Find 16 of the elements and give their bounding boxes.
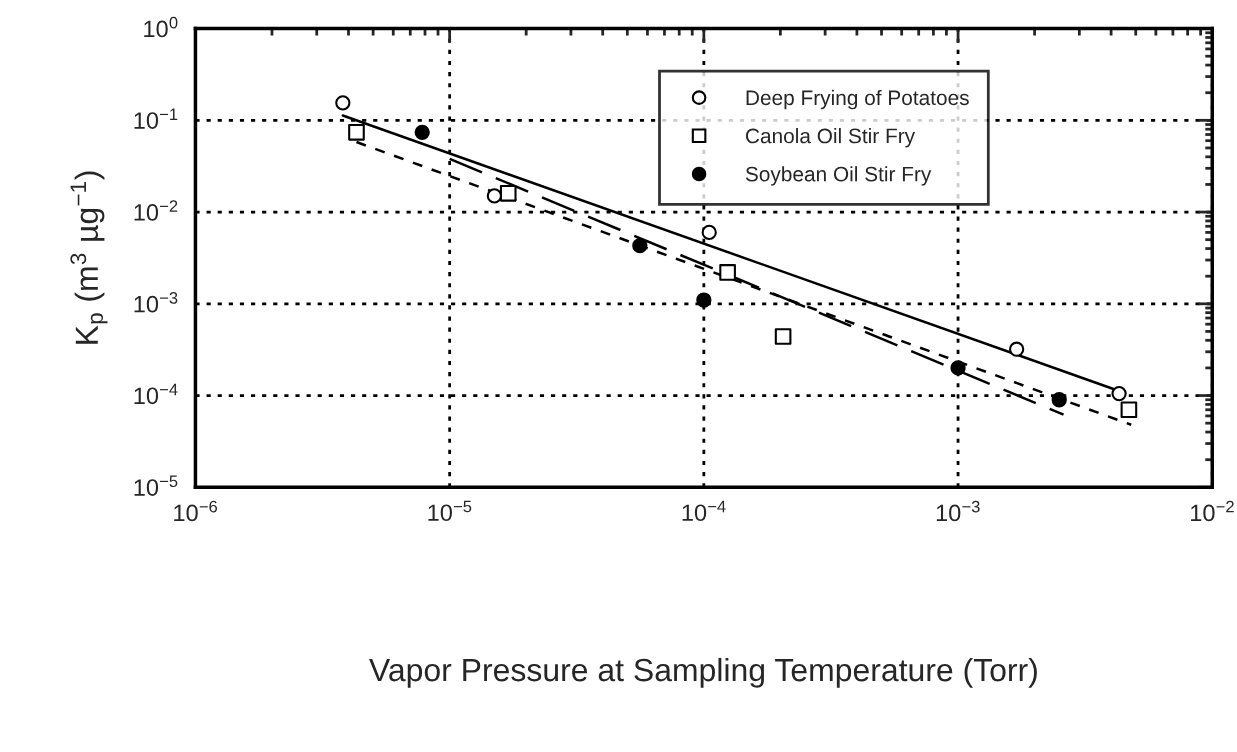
- x-tick-label: 10$^{−3}$: [936, 500, 980, 522]
- y-tick-label: 10$^{−4}$: [134, 383, 178, 405]
- x-tick-label: 10$^{−4}$: [682, 500, 726, 522]
- x-tick-label: 10$^{−6}$: [174, 500, 218, 522]
- x-axis-title: Vapor Pressure at Sampling Temperature (Torr): [369, 657, 1037, 688]
- y-tick-label: 10$^{0}$: [144, 16, 178, 38]
- y-tick-label: 10$^{−1}$: [134, 108, 178, 129]
- x-tick-label: 10$^{−5}$: [428, 500, 472, 522]
- x-tick-label: 10$^{−2}$: [1191, 500, 1234, 522]
- legend-label: Deep Frying of Potatoes: [746, 89, 969, 110]
- legend-label: Soybean Oil Stir Fry: [745, 166, 932, 186]
- y-tick-label: 10$^{−2}$: [134, 200, 178, 221]
- y-tick-label: 10$^{−5}$: [134, 475, 178, 496]
- y-axis-title: K$_{p}$ (m$^{3}$ µg$^{−1}$): [70, 171, 108, 344]
- y-tick-label: 10$^{−3}$: [134, 292, 178, 313]
- legend-label: Canola Oil Stir Fry: [745, 128, 916, 148]
